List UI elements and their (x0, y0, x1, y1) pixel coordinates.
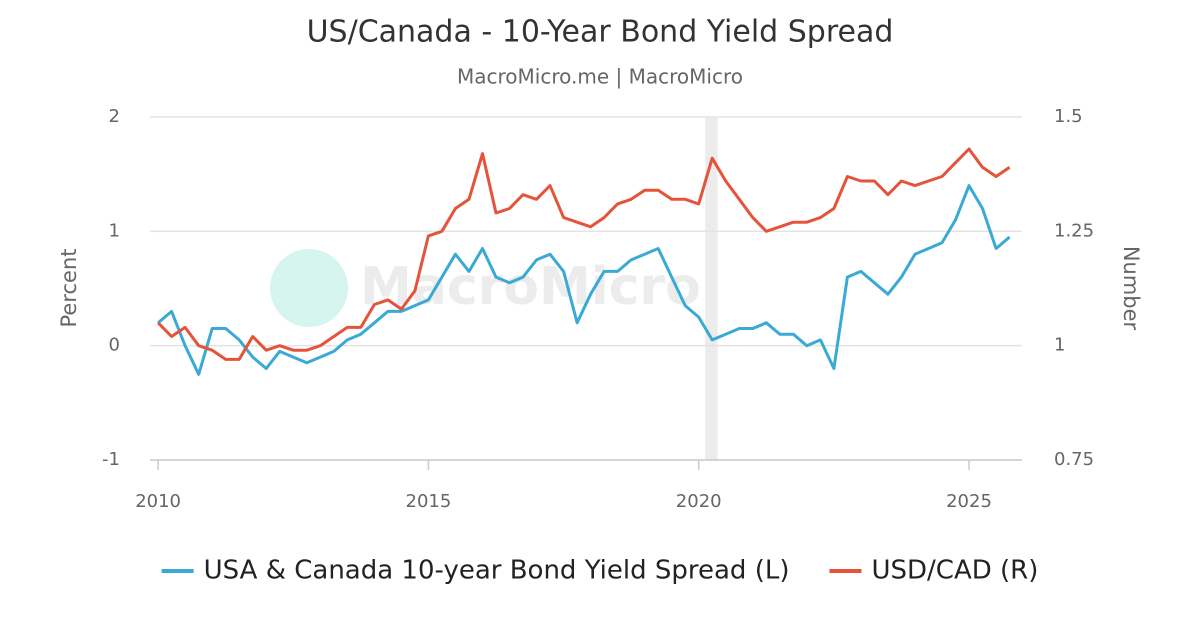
x-tick-label: 2020 (676, 491, 722, 512)
y2-tick-label: 0.75 (1054, 449, 1094, 470)
watermark: MacroMicro (270, 249, 701, 327)
y2-tick-label: 1 (1054, 335, 1065, 356)
x-tick-label: 2025 (946, 491, 992, 512)
x-tick-label: 2015 (406, 491, 452, 512)
legend: USA & Canada 10-year Bond Yield Spread (… (161, 556, 1038, 586)
series-line (157, 184, 1011, 376)
y-tick-label: 1 (109, 220, 120, 241)
series-line (157, 147, 1011, 361)
x-tick-label: 2010 (135, 491, 181, 512)
y-tick-label: -1 (102, 449, 120, 470)
y-tick-label: 2 (109, 106, 120, 127)
legend-label: USD/CAD (R) (871, 556, 1038, 586)
chart-subtitle: MacroMicro.me | MacroMicro (457, 65, 743, 89)
y-axis-label: Percent (57, 248, 81, 327)
shaded-period (705, 117, 718, 460)
watermark-logo (270, 249, 348, 327)
legend-label: USA & Canada 10-year Bond Yield Spread (… (204, 556, 790, 586)
y-tick-label: 0 (109, 335, 120, 356)
chart-title: US/Canada - 10-Year Bond Yield Spread (307, 15, 894, 50)
y2-tick-label: 1.5 (1054, 106, 1083, 127)
y2-tick-label: 1.25 (1054, 220, 1094, 241)
y2-axis-label: Number (1119, 246, 1143, 331)
